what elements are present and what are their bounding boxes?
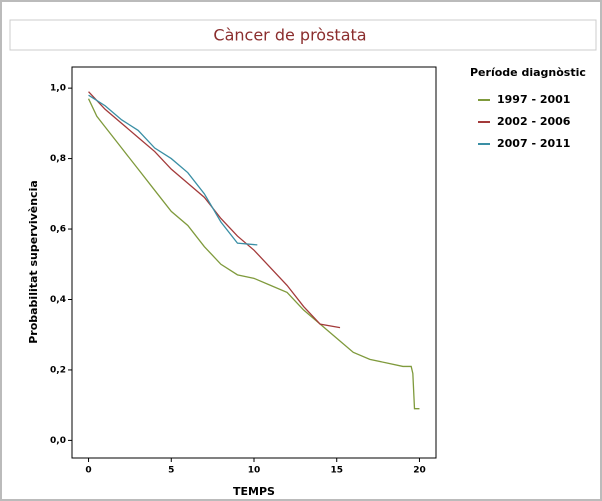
x-tick-label: 10 <box>248 466 261 476</box>
x-tick-label: 0 <box>85 466 91 476</box>
title-box <box>9 19 597 51</box>
legend-label: 2007 - 2011 <box>497 137 570 150</box>
x-tick-label: 5 <box>168 466 174 476</box>
x-tick-label: 15 <box>330 466 343 476</box>
y-axis-label: Probabilitat supervivència <box>27 180 40 344</box>
legend-label: 1997 - 2001 <box>497 93 570 106</box>
survival-line <box>88 94 258 246</box>
survival-line <box>87 98 420 410</box>
legend-title: Període diagnòstic <box>470 66 586 79</box>
y-tick-label: 0,6 <box>50 225 66 235</box>
y-tick-label: 0,4 <box>50 295 66 305</box>
y-tick-label: 0,8 <box>50 154 66 164</box>
y-tick-label: 1,0 <box>50 84 66 94</box>
x-axis-label: TEMPS <box>233 485 275 498</box>
y-tick-label: 0,2 <box>50 365 66 375</box>
legend-label: 2002 - 2006 <box>497 115 571 128</box>
y-tick-label: 0,0 <box>50 436 66 446</box>
chart-title: Càncer de pròstata <box>213 26 366 45</box>
x-tick-label: 20 <box>413 466 426 476</box>
